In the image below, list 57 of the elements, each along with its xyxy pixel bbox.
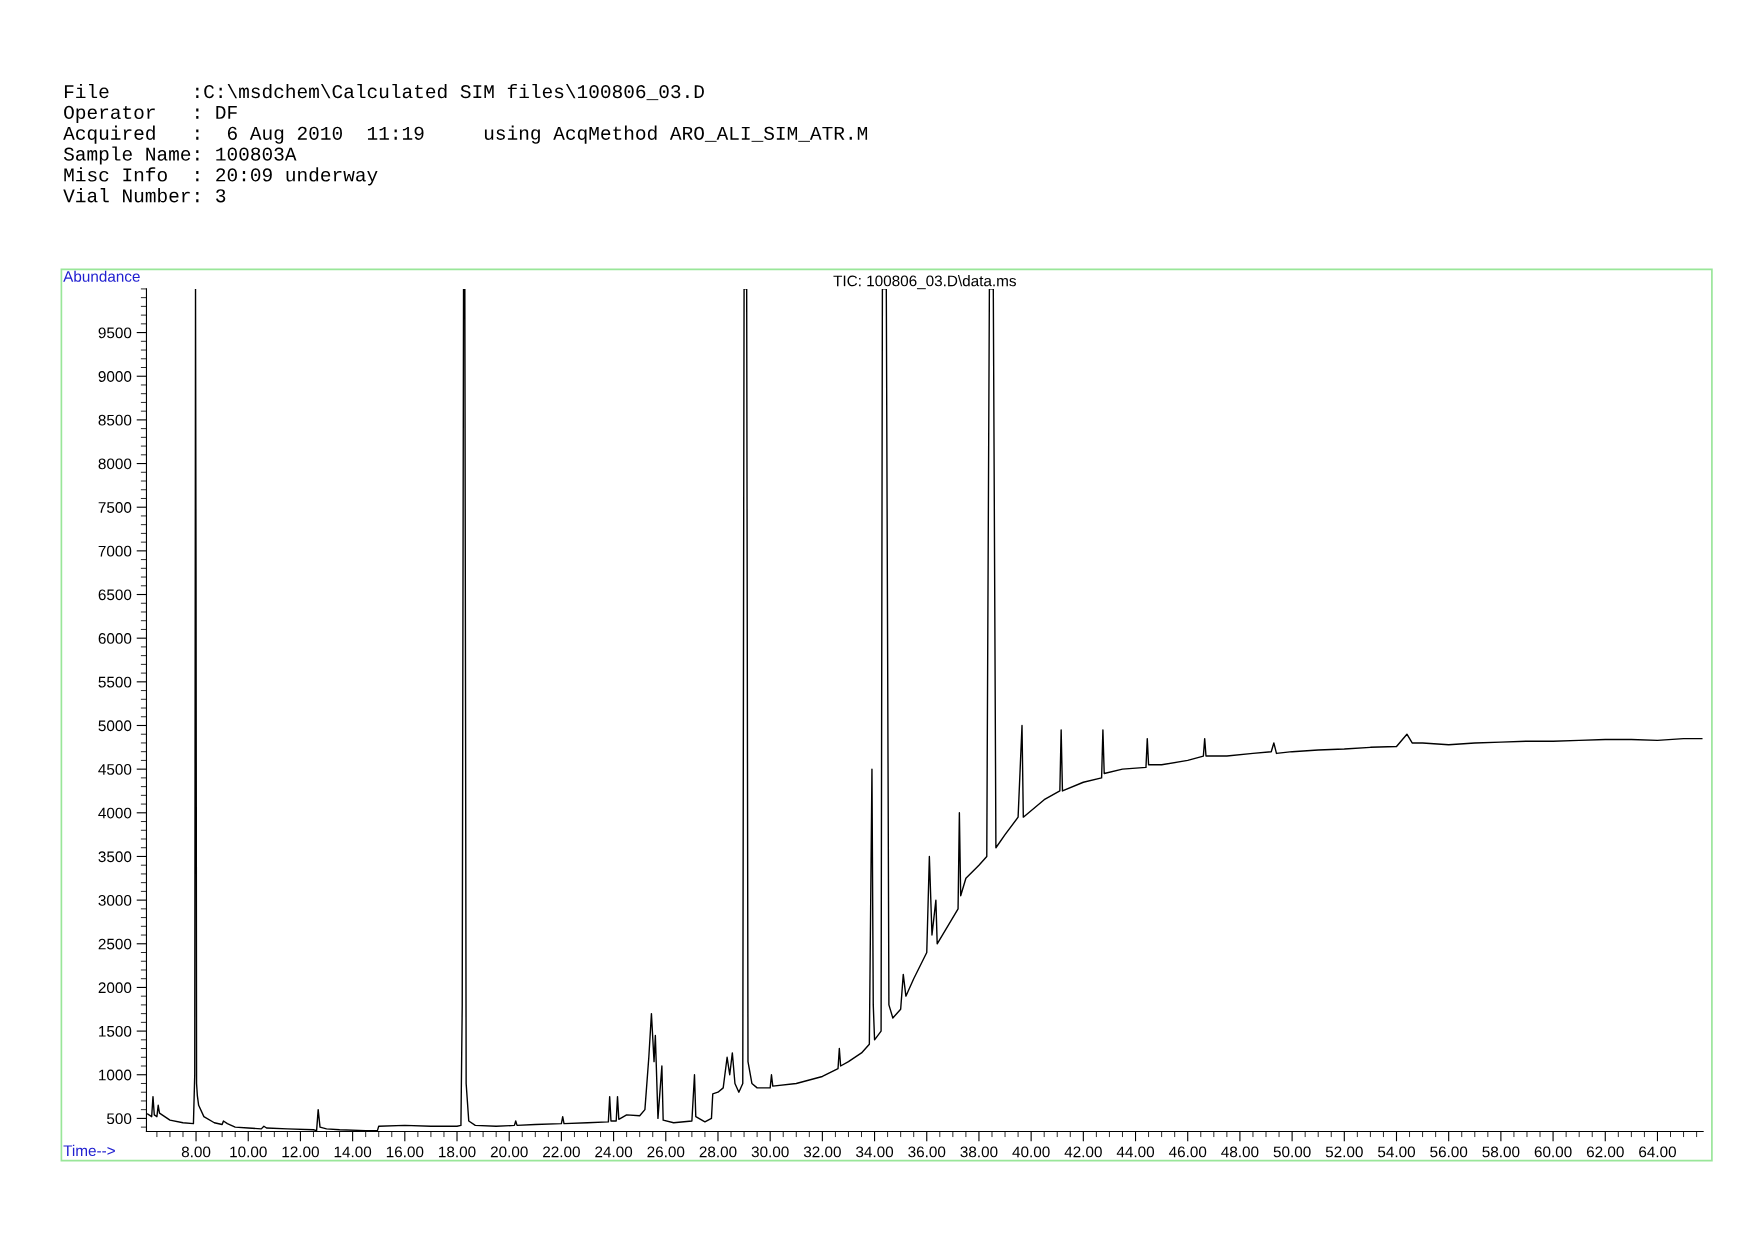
x-tick-label: 26.00 [647, 1146, 685, 1158]
y-axis-title: Abundance [63, 270, 140, 282]
x-tick-label: 22.00 [543, 1146, 580, 1158]
x-tick-label: 42.00 [1064, 1146, 1102, 1158]
text: Operator : DF [64, 105, 237, 123]
x-tick-label: 56.00 [1430, 1146, 1468, 1158]
x-tick-label: 32.00 [803, 1146, 841, 1158]
text: Acquired : 6 Aug 2010 11:19 using AcqMethod ARO_ALI_SIM_ATR.M [63, 125, 868, 144]
y-tick-label: 2500 [98, 938, 132, 950]
y-tick-label: 500 [107, 1113, 132, 1125]
x-tick-label: 48.00 [1221, 1146, 1259, 1158]
x-tick-label: 44.00 [1116, 1146, 1155, 1158]
x-tick-label: 60.00 [1534, 1146, 1572, 1158]
x-tick-label: 34.00 [856, 1146, 894, 1158]
y-tick-label: 1000 [99, 1069, 132, 1081]
y-tick-label: 8500 [98, 414, 132, 426]
x-tick-label: 16.00 [386, 1146, 424, 1158]
x-tick-label: 18.00 [439, 1146, 476, 1158]
text: Vial Number: 3 [63, 188, 226, 203]
y-tick-label: 2000 [98, 982, 132, 994]
y-tick-label: 9500 [98, 327, 132, 339]
x-tick-label: 28.00 [699, 1146, 737, 1158]
y-tick-label: 3000 [98, 894, 132, 906]
x-tick-label: 36.00 [908, 1146, 946, 1158]
x-tick-label: 62.00 [1586, 1146, 1624, 1158]
x-tick-label: 64.00 [1639, 1146, 1676, 1158]
x-axis-title: Time--> [63, 1144, 115, 1157]
y-tick-label: 3500 [98, 851, 132, 863]
y-tick-label: 7000 [98, 545, 132, 557]
y-tick-label: 6500 [98, 589, 132, 601]
x-tick-label: 20.00 [490, 1146, 528, 1158]
y-tick-label: 9000 [98, 371, 132, 382]
x-tick-label: 58.00 [1482, 1146, 1520, 1158]
y-tick-label: 4500 [98, 764, 132, 775]
x-tick-label: 14.00 [334, 1146, 372, 1158]
y-tick-label: 5500 [98, 676, 132, 688]
y-tick-label: 6000 [98, 633, 132, 644]
x-tick-label: 40.00 [1012, 1146, 1050, 1158]
x-tick-label: 10.00 [230, 1146, 267, 1158]
text: Sample Name: 100803A [63, 146, 297, 165]
x-tick-label: 38.00 [960, 1146, 998, 1158]
x-tick-label: 50.00 [1273, 1146, 1311, 1158]
x-tick-label: 30.00 [751, 1146, 789, 1158]
x-tick-label: 24.00 [595, 1146, 633, 1158]
y-tick-label: 5000 [98, 720, 132, 732]
x-tick-label: 12.00 [282, 1146, 319, 1158]
x-tick-label: 52.00 [1325, 1146, 1363, 1158]
y-tick-label: 1500 [99, 1025, 132, 1037]
text: Misc Info : 20:09 underway [64, 167, 378, 186]
y-tick-label: 4000 [98, 807, 132, 819]
x-tick-label: 46.00 [1168, 1146, 1207, 1158]
x-tick-label: 8.00 [181, 1146, 211, 1158]
y-tick-label: 8000 [98, 458, 132, 470]
x-tick-label: 54.00 [1377, 1146, 1416, 1158]
text: File :C:\msdchem\Calculated SIM files\100806_03.D [64, 83, 704, 101]
y-tick-label: 7500 [98, 502, 132, 513]
chart-title: TIC: 100806_03.D\data.ms [833, 275, 1016, 290]
